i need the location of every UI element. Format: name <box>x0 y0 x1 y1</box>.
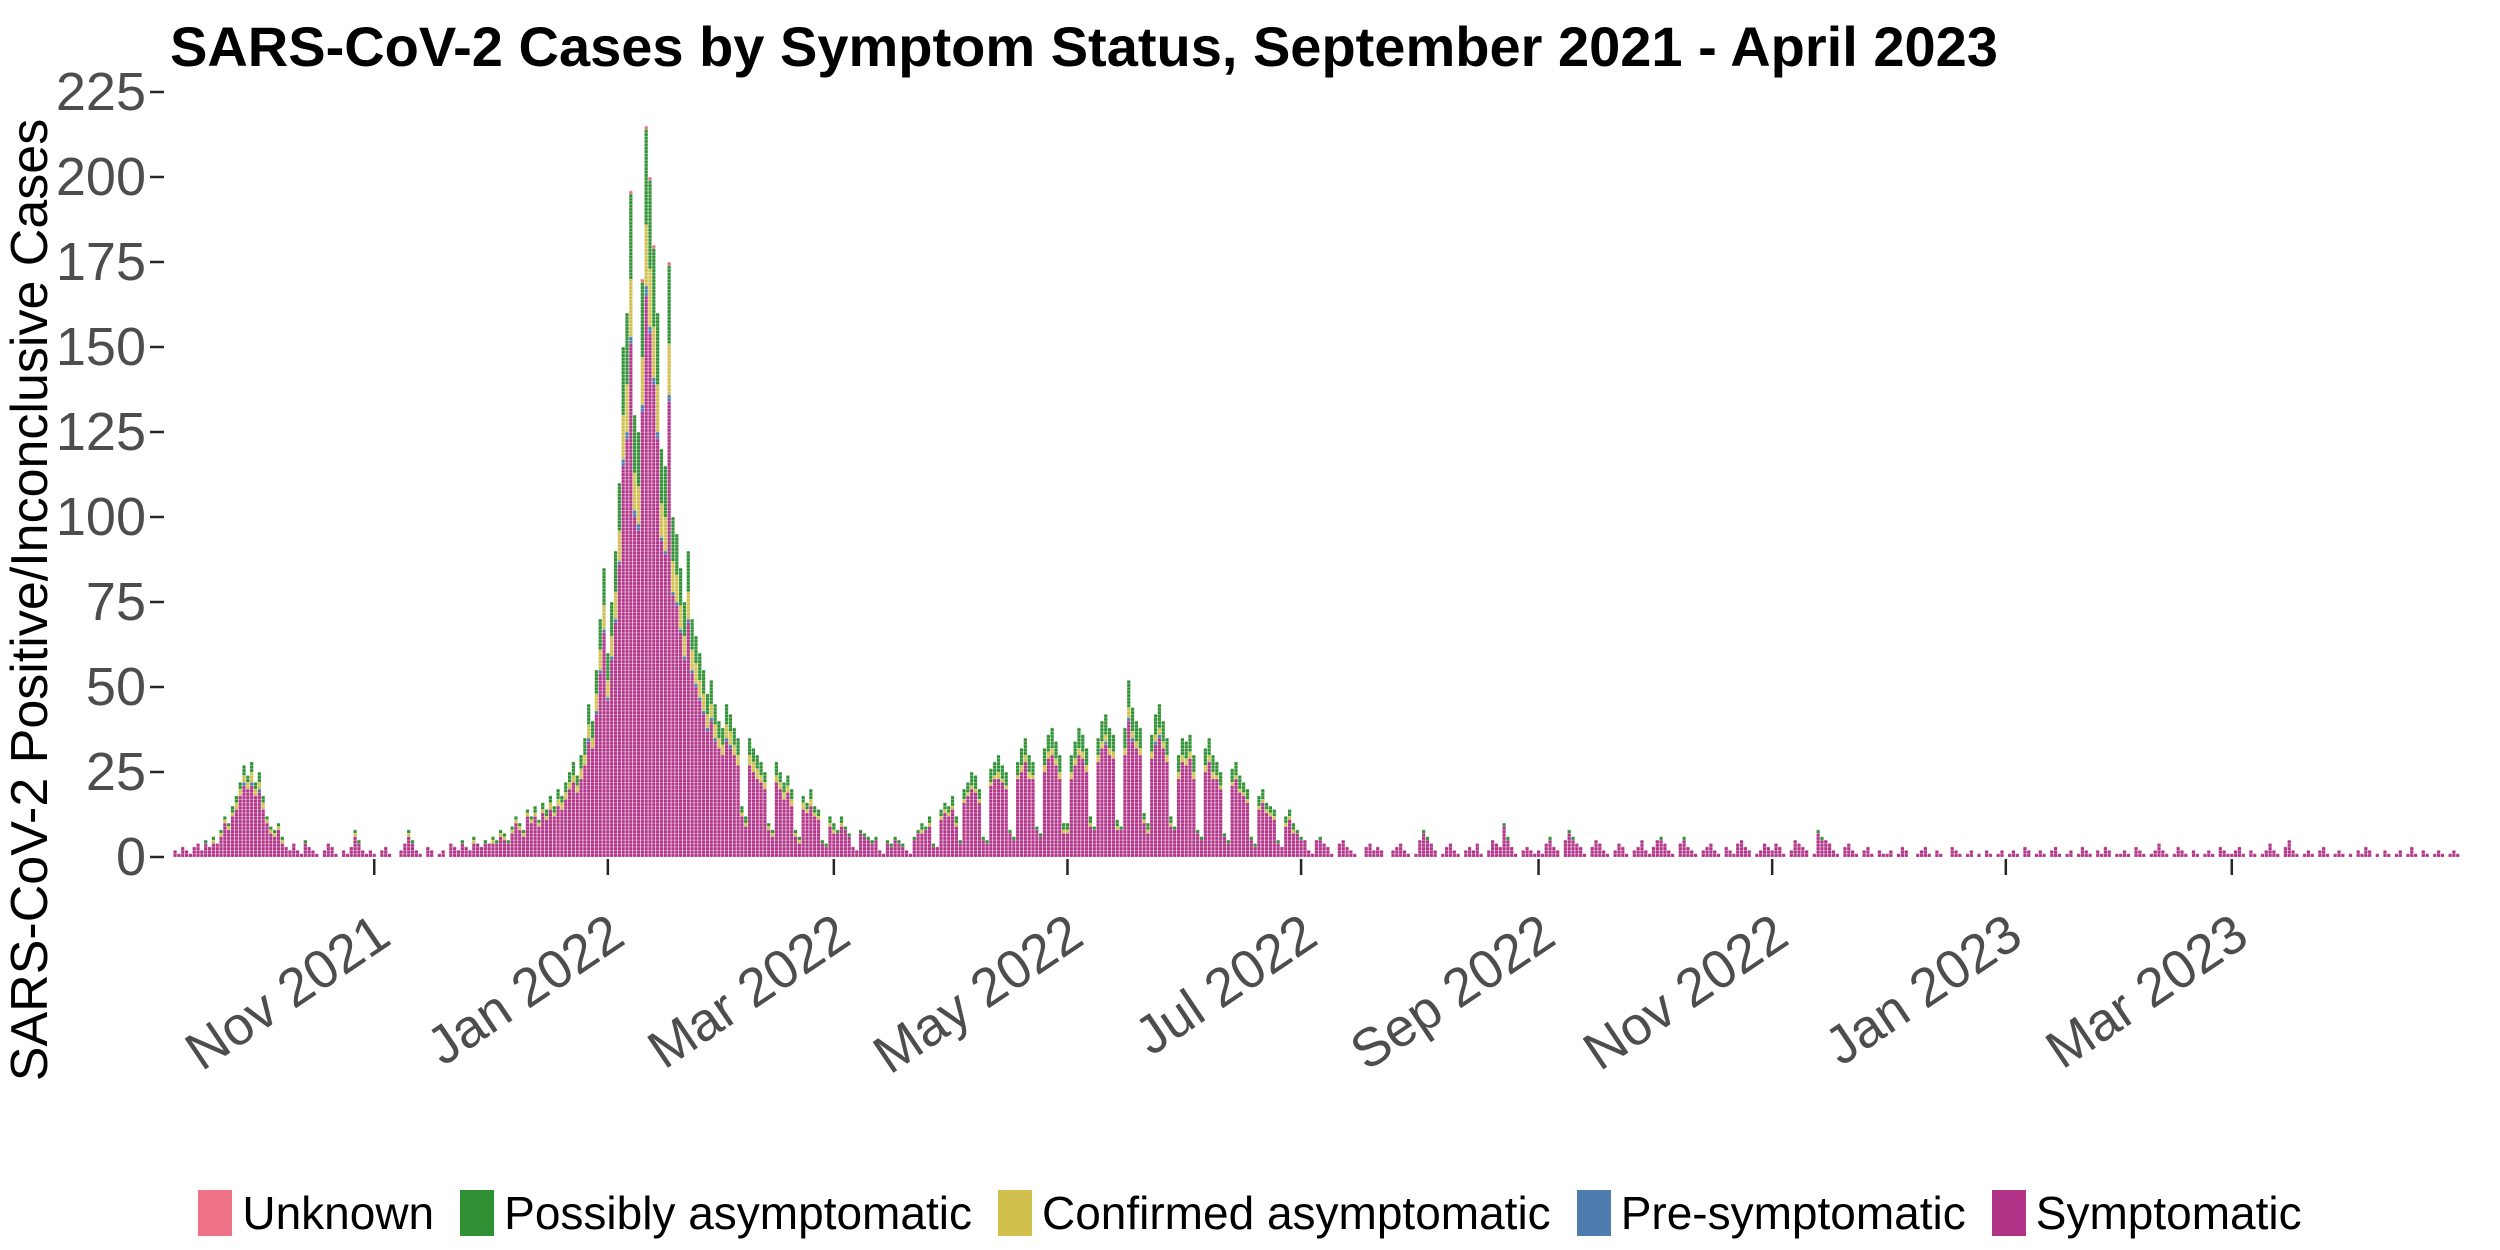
legend-swatch-icon <box>997 1190 1032 1236</box>
legend-item: Pre-symptomatic <box>1576 1186 1966 1240</box>
y-tick-label: 200 <box>55 147 146 207</box>
y-tick-label: 75 <box>85 572 146 632</box>
x-axis-tick-marks <box>372 859 2234 875</box>
y-tick-label: 225 <box>55 62 146 122</box>
y-tick-label: 0 <box>115 827 146 887</box>
legend-item: Unknown <box>198 1186 434 1240</box>
legend-label: Possibly asymptomatic <box>504 1187 972 1239</box>
y-axis-tick-marks <box>150 90 164 859</box>
legend-label: Pre-symptomatic <box>1620 1187 1966 1239</box>
bar-texture-overlay <box>139 85 2484 858</box>
legend-label: Unknown <box>242 1187 435 1239</box>
legend-swatch-icon <box>460 1190 495 1236</box>
legend-item: Symptomatic <box>1991 1186 2302 1240</box>
y-tick-label: 175 <box>55 232 146 292</box>
legend-swatch-icon <box>1991 1190 2026 1236</box>
legend-swatch-icon <box>1576 1190 1611 1236</box>
y-tick-label: 125 <box>55 402 146 462</box>
legend-swatch-icon <box>198 1190 233 1236</box>
y-tick-label: 150 <box>55 317 146 377</box>
legend-label: Symptomatic <box>2035 1187 2302 1239</box>
y-tick-label: 100 <box>55 487 146 547</box>
legend-item: Confirmed asymptomatic <box>997 1186 1551 1240</box>
legend: Unknown Possibly asymptomatic Confirmed as… <box>0 1178 2500 1248</box>
legend-item: Possibly asymptomatic <box>460 1186 972 1240</box>
legend-label: Confirmed asymptomatic <box>1041 1187 1551 1239</box>
y-tick-label: 25 <box>85 742 146 802</box>
y-tick-label: 50 <box>85 657 146 717</box>
chart-title: SARS-CoV-2 Cases by Symptom Status, Sept… <box>170 15 1998 78</box>
